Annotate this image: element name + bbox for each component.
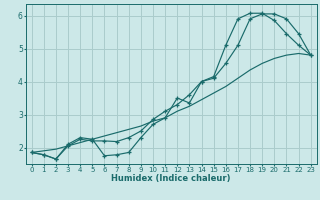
X-axis label: Humidex (Indice chaleur): Humidex (Indice chaleur) bbox=[111, 174, 231, 183]
